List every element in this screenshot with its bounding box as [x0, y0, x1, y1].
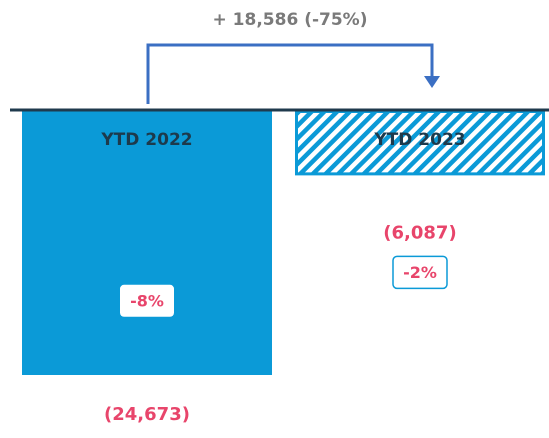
percent-label: -2% [403, 263, 437, 282]
category-label: YTD 2023 [373, 130, 465, 150]
percent-badge [120, 284, 174, 317]
change-arrow [146, 43, 434, 104]
bar [22, 110, 272, 375]
percent-label: -8% [130, 291, 164, 310]
arrow-head [424, 76, 440, 88]
value-label: (6,087) [383, 222, 456, 243]
category-label: YTD 2022 [100, 130, 192, 150]
value-label: (24,673) [104, 404, 190, 425]
change-annotation: + 18,586 (-75%) [213, 10, 368, 30]
percent-badge [392, 255, 448, 290]
